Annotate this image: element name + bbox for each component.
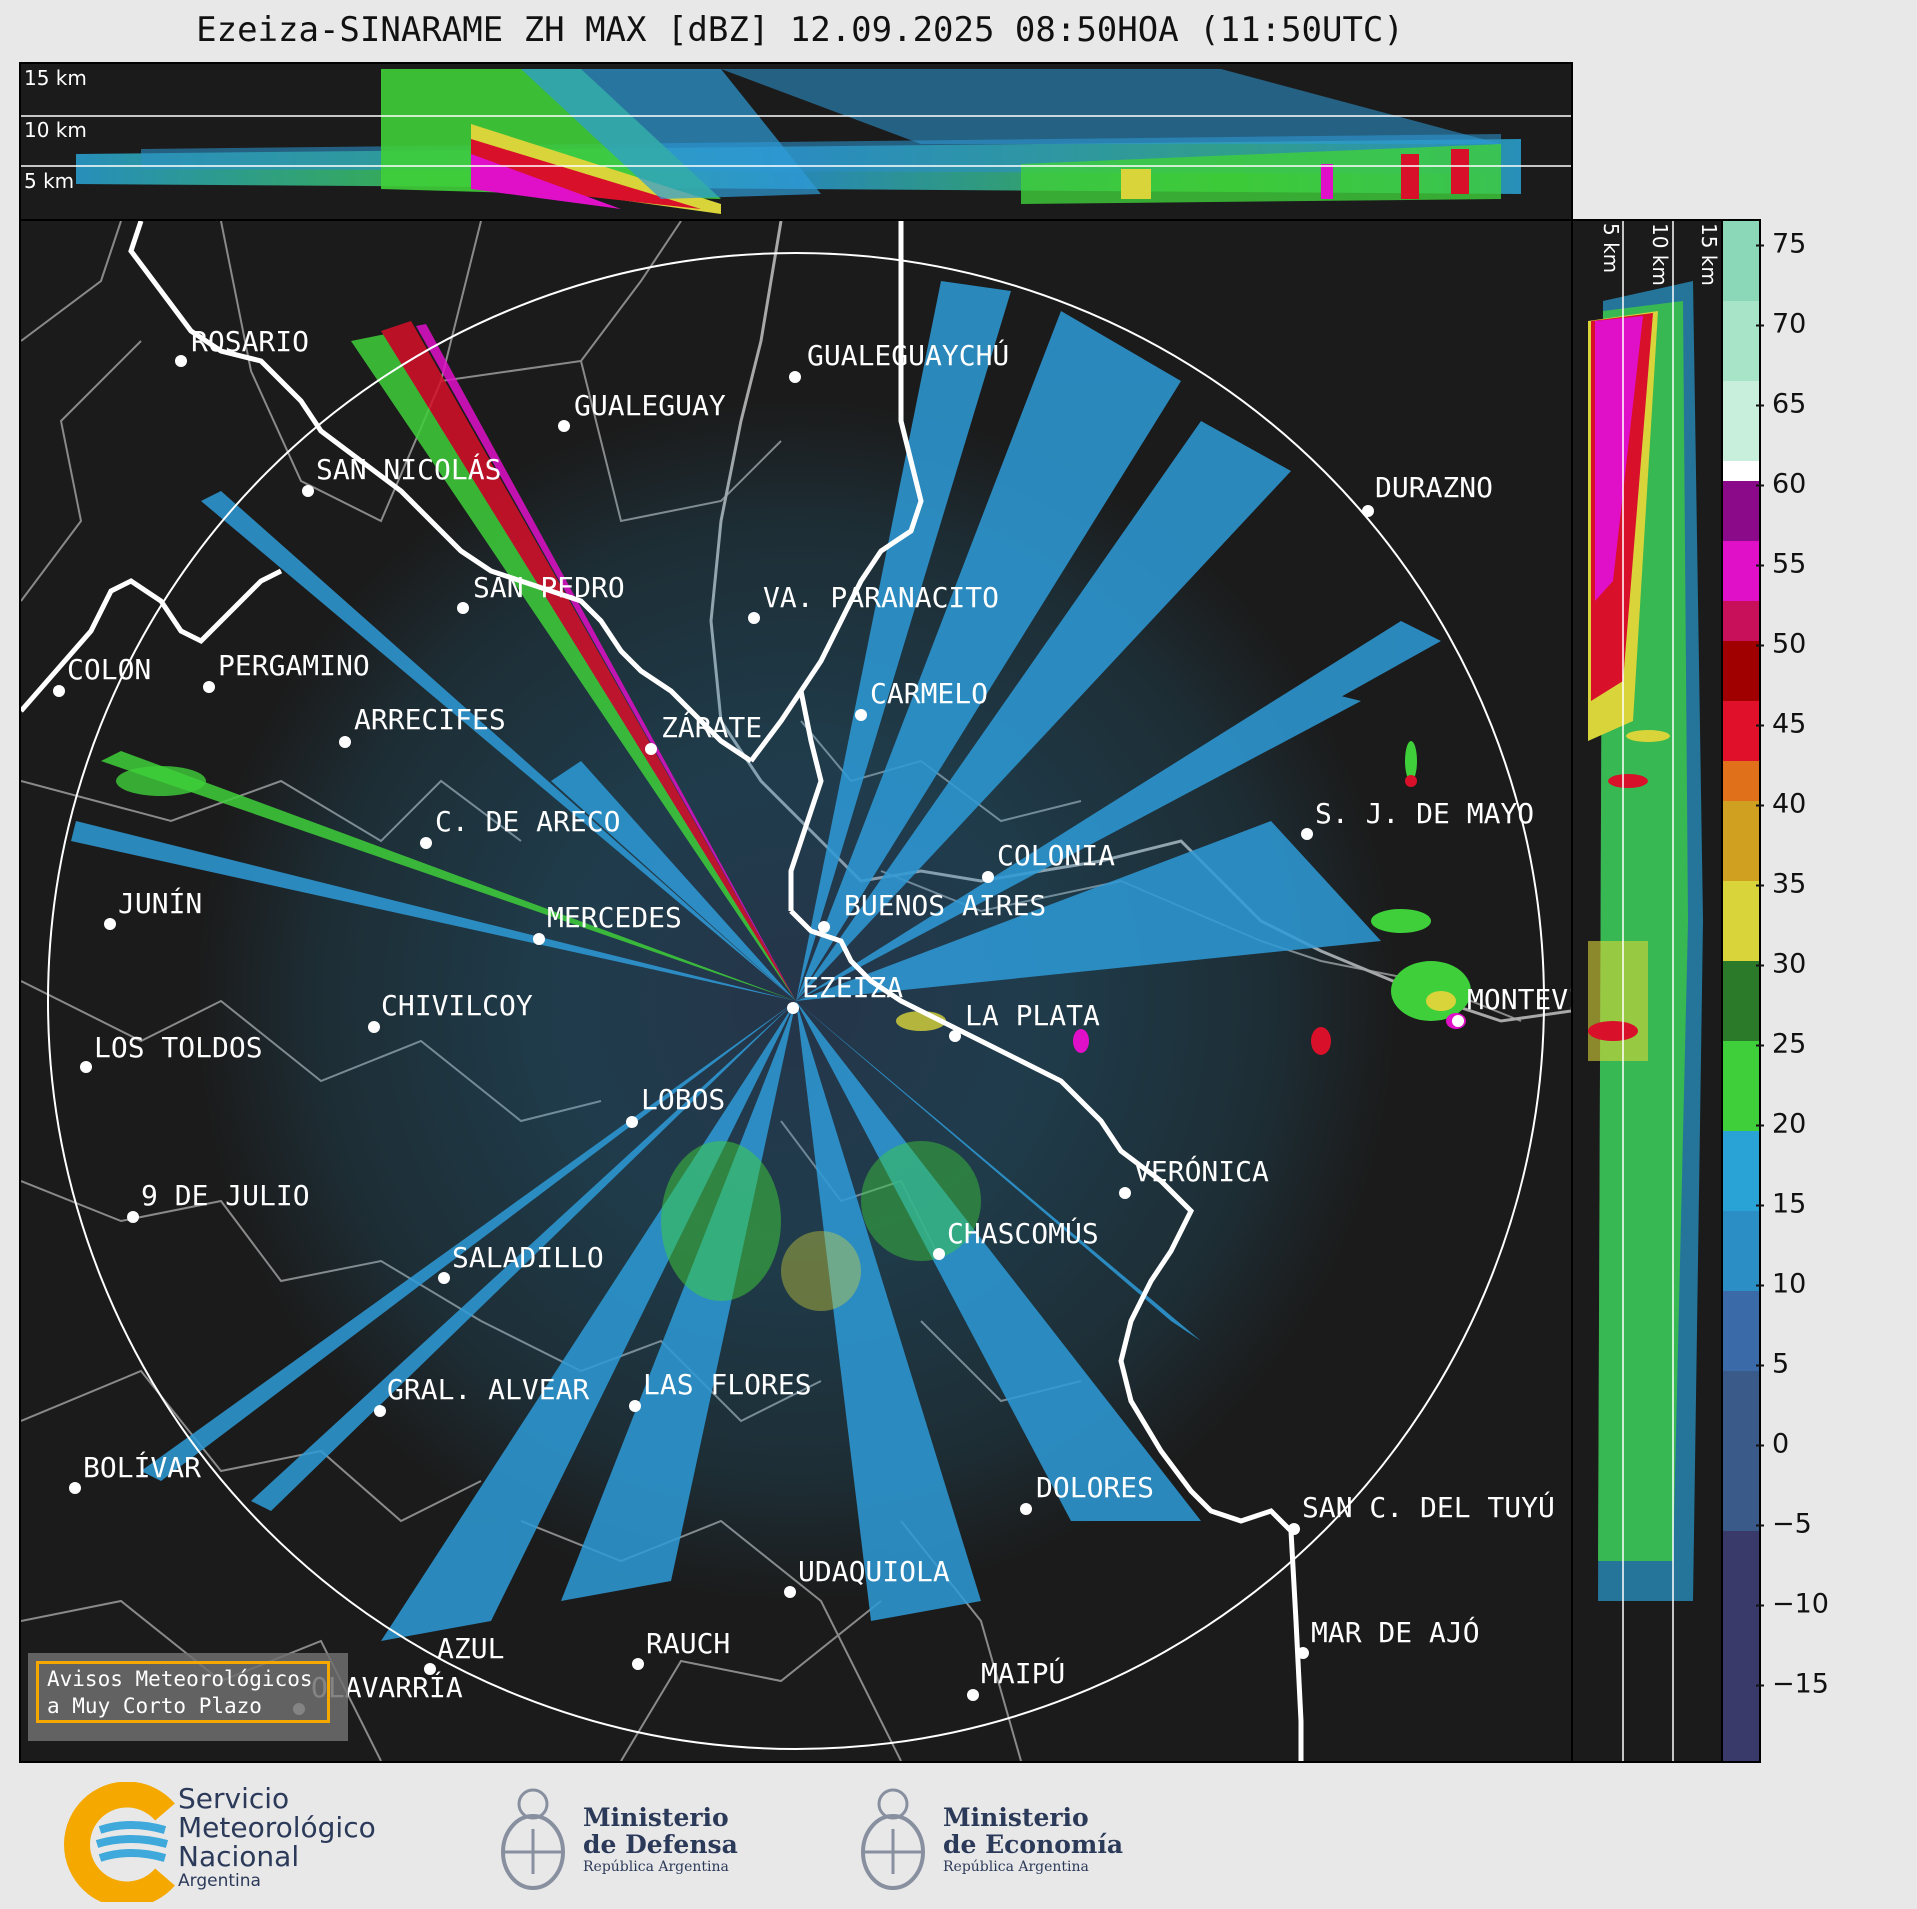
city-label-chascomus: CHASCOMÚS <box>947 1217 1099 1250</box>
side-altitude-label-5km: 5 km <box>1599 223 1623 274</box>
city-label-dolores: DOLORES <box>1036 1471 1155 1504</box>
colorbar-tick: −15 <box>1756 1669 1910 1700</box>
city-label-lobos: LOBOS <box>641 1083 726 1116</box>
altitude-label-10km: 10 km <box>24 118 87 142</box>
echo-cells <box>116 741 1471 1311</box>
city-label-gral-alvear: GRAL. ALVEAR <box>387 1373 590 1406</box>
colorbar-tick: 0 <box>1756 1429 1910 1460</box>
radar-map-svg <box>21 221 1571 1761</box>
altitude-label-15km: 15 km <box>24 66 87 90</box>
defensa-line-1: Ministerio <box>583 1803 729 1832</box>
colorbar-tick: 45 <box>1756 709 1910 740</box>
top-cross-section: 15 km 10 km 5 km <box>19 62 1573 221</box>
city-label-rosario: ROSARIO <box>191 325 310 358</box>
city-label-c-de-areco: C. DE ARECO <box>435 805 621 838</box>
city-label-zarate: ZÁRATE <box>661 711 763 744</box>
smn-logo-icon <box>64 1782 175 1902</box>
city-label-chivilcoy: CHIVILCOY <box>381 989 533 1022</box>
smn-line-2: Meteorológico <box>178 1811 376 1844</box>
side-cross-section-svg <box>1588 221 1703 1761</box>
colorbar-tick: 20 <box>1756 1109 1910 1140</box>
city-label-san-c-del-tuyu: SAN C. DEL TUYÚ <box>1302 1491 1555 1524</box>
warning-line-1: Avisos Meteorológicos <box>47 1667 313 1691</box>
smn-logo-text: Servicio Meteorológico Nacional Argentin… <box>178 1784 376 1891</box>
city-label-pergamino: PERGAMINO <box>218 649 370 682</box>
economia-logo-text: Ministerio de Economía República Argenti… <box>943 1804 1123 1876</box>
echo-rays <box>71 281 1441 1641</box>
city-label-veronica: VERÓNICA <box>1134 1155 1269 1188</box>
colorbar-tick: −10 <box>1756 1589 1910 1620</box>
city-label-saladillo: SALADILLO <box>452 1241 604 1274</box>
side-altitude-label-15km: 15 km <box>1697 223 1721 286</box>
colorbar-tick: 25 <box>1756 1029 1910 1060</box>
warning-link[interactable]: Avisos Meteorológicos a Muy Corto Plazo <box>36 1661 330 1723</box>
colorbar-tick: 75 <box>1756 229 1910 260</box>
city-label-buenos-aires: BUENOS AIRES <box>844 889 1047 922</box>
colorbar-tick: 30 <box>1756 949 1910 980</box>
city-label-9-de-julio: 9 DE JULIO <box>141 1179 310 1212</box>
city-label-gualeguaychu: GUALEGUAYCHÚ <box>807 339 1010 372</box>
coastline <box>21 221 1304 1761</box>
economia-line-2: de Economía <box>943 1830 1124 1859</box>
city-label-azul: AZUL <box>437 1632 505 1665</box>
city-label-colonia: COLONIA <box>997 839 1116 872</box>
top-cross-section-svg <box>21 69 1571 214</box>
side-altitude-label-10km: 10 km <box>1648 223 1672 286</box>
colorbar-tick: 60 <box>1756 469 1910 500</box>
colorbar-tick: 55 <box>1756 549 1910 580</box>
colorbar-tick: 70 <box>1756 309 1910 340</box>
footer-logos: Servicio Meteorológico Nacional Argentin… <box>0 1762 1917 1909</box>
colorbar-tick: 65 <box>1756 389 1910 420</box>
city-label-va-paranacito: VA. PARANACITO <box>763 581 1000 614</box>
smn-line-1: Servicio <box>178 1782 290 1815</box>
city-label-mar-de-ajo: MAR DE AJÓ <box>1311 1616 1480 1649</box>
city-label-carmelo: CARMELO <box>870 677 989 710</box>
economia-crest-icon <box>861 1788 925 1890</box>
city-label-la-plata: LA PLATA <box>965 999 1100 1032</box>
smn-line-4: Argentina <box>178 1871 261 1891</box>
city-label-ezeiza: EZEIZA <box>802 971 904 1004</box>
radar-map: ROSARIO GUALEGUAYCHÚ GUALEGUAY SAN NICOL… <box>19 219 1573 1763</box>
city-label-colon: COLON <box>67 653 152 686</box>
colorbar-tick: 15 <box>1756 1189 1910 1220</box>
colorbar-tick: 50 <box>1756 629 1910 660</box>
city-label-durazno: DURAZNO <box>1375 471 1494 504</box>
warning-line-2: a Muy Corto Plazo <box>47 1694 262 1718</box>
defensa-line-2: de Defensa <box>583 1830 738 1859</box>
city-label-gualeguay: GUALEGUAY <box>574 389 726 422</box>
colorbar <box>1721 219 1761 1763</box>
defensa-crest-icon <box>501 1788 565 1890</box>
colorbar-tick: 35 <box>1756 869 1910 900</box>
city-label-mercedes: MERCEDES <box>547 901 682 934</box>
smn-line-3: Nacional <box>178 1840 300 1873</box>
altitude-label-5km: 5 km <box>24 169 75 193</box>
range-ring <box>47 252 1545 1750</box>
city-label-rauch: RAUCH <box>646 1627 731 1660</box>
side-cross-section: 5 km 10 km 15 km <box>1571 219 1723 1763</box>
colorbar-tick: 5 <box>1756 1349 1910 1380</box>
city-label-los-toldos: LOS TOLDOS <box>94 1031 263 1064</box>
economia-line-3: República Argentina <box>943 1859 1089 1875</box>
city-label-udaquiola: UDAQUIOLA <box>798 1555 950 1588</box>
colorbar-tick: 10 <box>1756 1269 1910 1300</box>
warning-link-box[interactable]: Avisos Meteorológicos a Muy Corto Plazo <box>28 1653 348 1741</box>
city-label-las-flores: LAS FLORES <box>643 1368 812 1401</box>
city-label-san-pedro: SAN PEDRO <box>473 571 625 604</box>
colorbar-svg <box>1723 221 1759 1761</box>
city-label-bolivar: BOLÍVAR <box>83 1451 202 1484</box>
defensa-line-3: República Argentina <box>583 1859 729 1875</box>
chart-title: Ezeiza-SINARAME ZH MAX [dBZ] 12.09.2025 … <box>196 10 1404 50</box>
city-label-san-nicolas: SAN NICOLÁS <box>316 453 502 486</box>
colorbar-tick: 40 <box>1756 789 1910 820</box>
city-label-sj-de-mayo: S. J. DE MAYO <box>1315 797 1535 830</box>
colorbar-tick: −5 <box>1756 1509 1910 1540</box>
city-label-arrecifes: ARRECIFES <box>354 703 506 736</box>
economia-line-1: Ministerio <box>943 1803 1089 1832</box>
city-label-junin: JUNÍN <box>118 887 203 920</box>
city-label-maipu: MAIPÚ <box>981 1657 1066 1690</box>
city-label-montevideo: MONTEVIDEO <box>1467 983 1571 1016</box>
defensa-logo-text: Ministerio de Defensa República Argentin… <box>583 1804 738 1876</box>
